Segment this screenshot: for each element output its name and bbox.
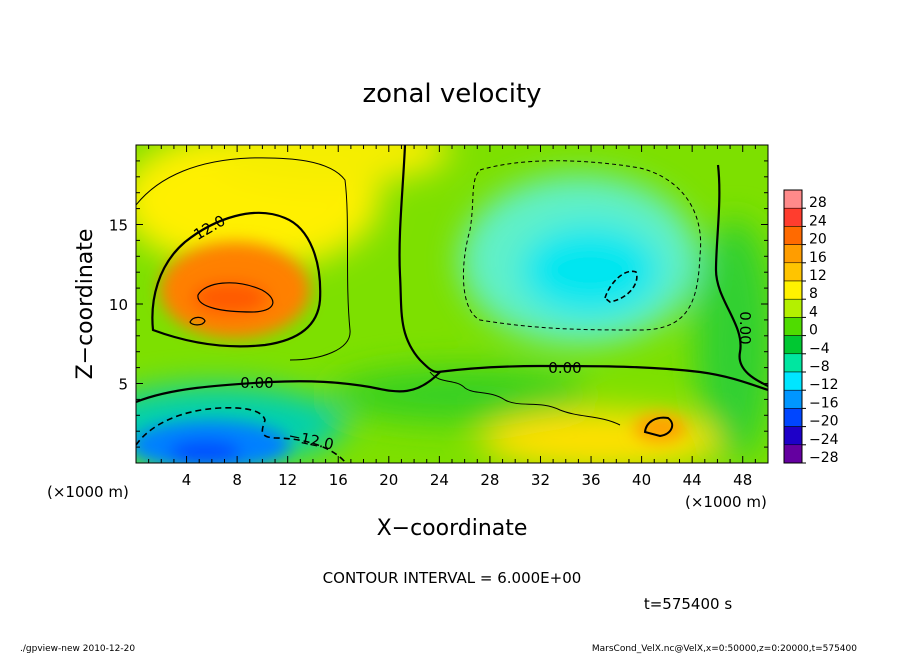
colorbar-frame — [783, 189, 803, 464]
colorbar-label: −16 — [809, 395, 839, 411]
contour-12-negative — [136, 407, 346, 463]
colorbar-label: 4 — [809, 304, 818, 320]
y-axis-title: Z−coordinate — [73, 229, 98, 380]
colorbar-swatch — [783, 298, 803, 318]
x-tick-label: 24 — [430, 471, 449, 489]
contour-zero-lower — [136, 371, 441, 404]
y-axis: 5 10 15 — [109, 160, 768, 448]
footer-left-text: ./gpview-new 2010-12-20 — [20, 644, 135, 654]
time-text: t=575400 s — [644, 595, 732, 613]
x-axis-title: X−coordinate — [377, 516, 528, 541]
colorbar-swatch — [783, 389, 803, 409]
x-tick-label: 44 — [683, 471, 702, 489]
contour-label-zero-lower: 0.00 — [240, 374, 273, 392]
colorbar-swatch — [783, 371, 803, 391]
colorbar-swatch — [783, 262, 803, 282]
colorbar-label: −28 — [809, 450, 839, 466]
field-yellow-band-top — [210, 145, 450, 185]
colorbar-swatch — [783, 244, 803, 264]
contour-zero-vertical — [398, 145, 439, 374]
x-tick-label: 12 — [278, 471, 297, 489]
colorbar-swatch — [783, 189, 803, 209]
x-tick-label: 36 — [581, 471, 600, 489]
colorbar-label: −4 — [809, 341, 830, 357]
contour-6-negative-upper — [463, 160, 702, 331]
colorbar-swatch — [783, 335, 803, 355]
colorbar-swatch — [783, 317, 803, 336]
contour-18-positive — [197, 282, 274, 313]
x-tick-label: 32 — [531, 471, 550, 489]
x-tick-label: 20 — [379, 471, 398, 489]
contour-interval-text: CONTOUR INTERVAL = 6.000E+00 — [323, 569, 582, 587]
colorbar-label: 20 — [809, 232, 827, 248]
x-tick-label: 4 — [182, 471, 192, 489]
contour-6-wiggle — [429, 371, 621, 426]
x-axis-unit-right: (×1000 m) — [685, 493, 767, 511]
contour-zero-mid — [437, 364, 768, 392]
plot-area: 12.0 0.00 0.00 0.00 −12.0 — [136, 145, 768, 463]
contour-6-positive-lower-right — [643, 416, 674, 438]
colorbar-label: 8 — [809, 286, 818, 302]
field-red-core — [192, 282, 268, 314]
colorbar-label: −24 — [809, 432, 839, 448]
colorbar-swatch — [783, 426, 803, 446]
x-tick-label: 8 — [232, 471, 242, 489]
contour-zero-right — [714, 164, 768, 387]
x-axis-unit-left: (×1000 m) — [47, 483, 129, 501]
colorbar-swatch — [783, 408, 803, 427]
contour-6-positive-left — [136, 157, 351, 361]
contour-small-positive — [189, 316, 206, 326]
contour-label-zero-mid: 0.00 — [548, 359, 581, 377]
x-tick-label: 16 — [329, 471, 348, 489]
field-green-mid — [330, 367, 590, 423]
colorbar-label: −20 — [809, 414, 839, 430]
footer-right-text: MarsCond_VelX.nc@VelX,x=0:50000,z=0:2000… — [592, 644, 857, 654]
field-green-right — [695, 220, 768, 460]
colorbar-label: 12 — [809, 268, 827, 284]
colorbar-label: −12 — [809, 377, 839, 393]
contour-12-negative-upper — [604, 270, 638, 303]
chart-title: zonal velocity — [362, 79, 541, 109]
colorbar-label: 24 — [809, 213, 827, 229]
y-tick-label: 10 — [109, 296, 128, 314]
contour-labels: 12.0 0.00 0.00 0.00 −12.0 — [191, 212, 754, 454]
colorbar: 28 24 20 16 12 8 4 0 −4 −8 −12 −16 −20 −24 −28 — [783, 189, 839, 466]
contour-lines — [136, 145, 768, 463]
field-cyan-core — [520, 225, 660, 315]
field-deep-blue-core — [169, 440, 241, 463]
y-tick-label: 15 — [109, 217, 128, 235]
colorbar-swatch — [783, 226, 803, 245]
x-tick-label: 40 — [632, 471, 651, 489]
colorbar-swatch — [783, 444, 803, 464]
colorbar-swatch — [783, 280, 803, 300]
contour-label-zero-right: 0.00 — [736, 311, 754, 344]
colorbar-swatch — [783, 207, 803, 227]
field-orange-lower-right — [634, 414, 686, 442]
colorbar-label: 16 — [809, 250, 827, 266]
x-tick-label: 48 — [733, 471, 752, 489]
colorbar-label: −8 — [809, 359, 830, 375]
colorbar-swatch — [783, 353, 803, 373]
x-axis: 4 8 12 16 20 24 28 32 36 40 44 48 — [148, 145, 756, 489]
y-tick-label: 5 — [118, 376, 128, 394]
colorbar-label: 0 — [809, 323, 818, 339]
contour-12-positive — [151, 211, 322, 348]
colorbar-label: 28 — [809, 195, 827, 211]
x-tick-label: 28 — [480, 471, 499, 489]
